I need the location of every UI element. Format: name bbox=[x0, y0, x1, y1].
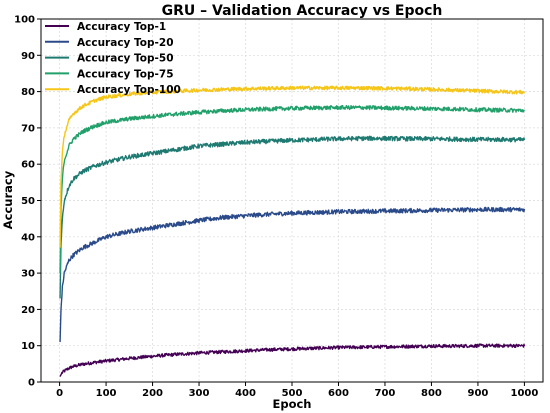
series-line bbox=[59, 85, 526, 248]
y-tick-label: 70 bbox=[21, 123, 35, 134]
x-tick-label: 1000 bbox=[510, 388, 538, 399]
legend-entry: Accuracy Top-50 bbox=[77, 53, 174, 65]
series-line bbox=[59, 104, 525, 274]
y-tick-label: 100 bbox=[14, 15, 35, 26]
y-tick-label: 50 bbox=[21, 196, 35, 207]
y-tick-label: 90 bbox=[21, 51, 35, 62]
y-tick-label: 20 bbox=[21, 305, 35, 316]
y-tick-label: 60 bbox=[21, 160, 35, 171]
y-tick-label: 40 bbox=[21, 232, 35, 243]
x-tick-label: 400 bbox=[235, 388, 256, 399]
x-tick-label: 800 bbox=[421, 388, 442, 399]
x-tick-label: 600 bbox=[328, 388, 349, 399]
series-line bbox=[59, 135, 526, 299]
chart-title: GRU – Validation Accuracy vs Epoch bbox=[162, 3, 443, 19]
x-tick-label: 900 bbox=[467, 388, 488, 399]
y-tick-label: 30 bbox=[21, 269, 35, 280]
x-tick-label: 700 bbox=[375, 388, 396, 399]
legend: Accuracy Top-1 Accuracy Top-20 Accuracy To… bbox=[45, 21, 181, 96]
axis-ticks: 0 100 200 300 400 500 600 700 800 900 1000 0 10 20 30 4… bbox=[14, 15, 538, 400]
legend-entry: Accuracy Top-100 bbox=[77, 84, 181, 96]
x-tick-label: 300 bbox=[189, 388, 210, 399]
x-tick-label: 0 bbox=[56, 388, 63, 399]
y-axis-label: Accuracy bbox=[1, 170, 15, 229]
x-tick-label: 500 bbox=[282, 388, 303, 399]
series-line bbox=[59, 206, 526, 343]
legend-entry: Accuracy Top-20 bbox=[77, 37, 174, 49]
x-axis-label: Epoch bbox=[273, 397, 312, 411]
legend-entry: Accuracy Top-1 bbox=[77, 21, 166, 33]
series-layer bbox=[59, 85, 526, 377]
legend-entry: Accuracy Top-75 bbox=[77, 68, 174, 80]
grid-lines bbox=[41, 18, 543, 383]
x-tick-label: 200 bbox=[142, 388, 163, 399]
x-tick-label: 100 bbox=[96, 388, 117, 399]
y-tick-label: 80 bbox=[21, 87, 35, 98]
y-tick-label: 10 bbox=[21, 341, 35, 352]
y-tick-label: 0 bbox=[28, 378, 35, 389]
series-line bbox=[59, 343, 526, 377]
